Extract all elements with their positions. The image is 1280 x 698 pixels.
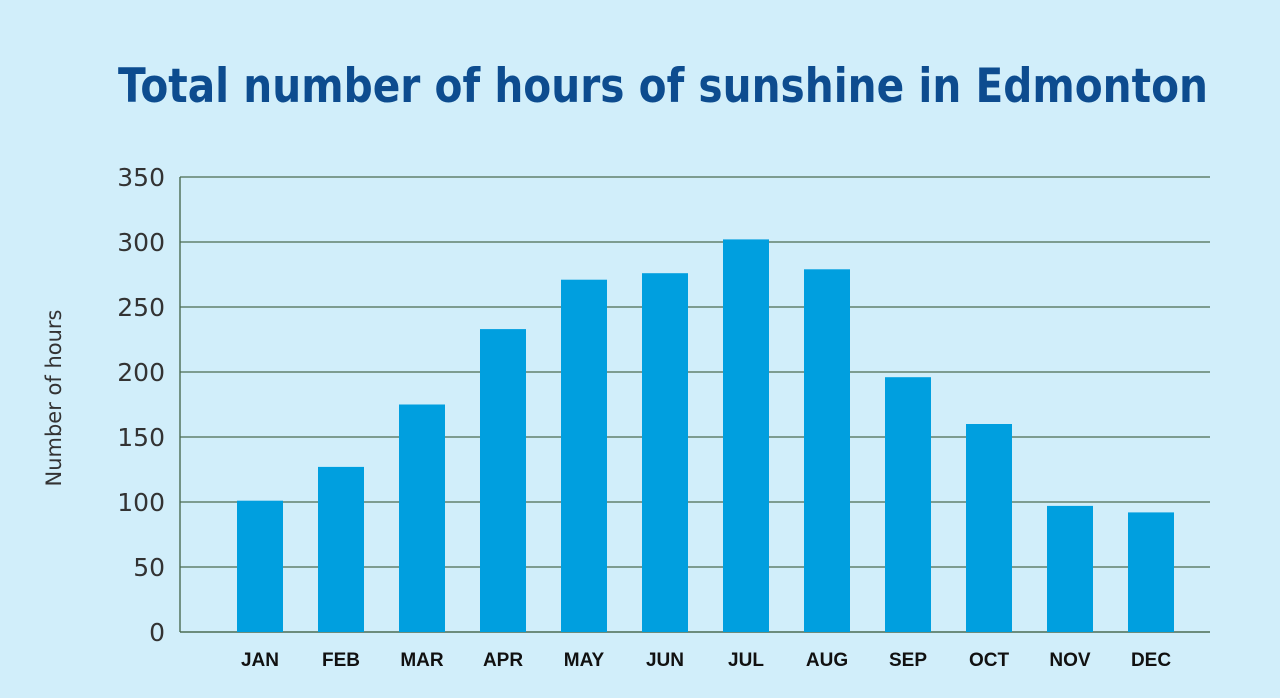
x-tick-label-feb: FEB (322, 650, 360, 671)
bar-jul (723, 239, 769, 632)
bar-aug (804, 269, 850, 632)
bars (237, 239, 1174, 632)
x-tick-label-dec: DEC (1131, 650, 1171, 671)
x-tick-label-aug: AUG (806, 650, 848, 671)
x-tick-label-apr: APR (483, 650, 523, 671)
y-tick-label: 100 (117, 488, 165, 517)
bar-mar (399, 404, 445, 632)
x-tick-label-jul: JUL (728, 650, 764, 671)
chart-title: Total number of hours of sunshine in Edm… (118, 59, 1208, 114)
y-axis-ticks: 0 50 100 150 200 250 300 350 (117, 163, 165, 647)
bar-may (561, 279, 607, 632)
y-tick-label: 200 (117, 358, 165, 387)
x-tick-label-nov: NOV (1049, 650, 1091, 671)
bar-jun (642, 273, 688, 632)
x-tick-label-jun: JUN (646, 650, 684, 671)
x-tick-label-oct: OCT (969, 650, 1010, 671)
x-tick-label-may: MAY (564, 650, 605, 671)
bar-oct (966, 424, 1012, 632)
x-tick-label-mar: MAR (400, 650, 444, 671)
y-tick-label: 50 (133, 553, 165, 582)
x-tick-label-sep: SEP (889, 650, 927, 671)
bar-jan (237, 500, 283, 632)
x-tick-label-jan: JAN (241, 650, 279, 671)
y-tick-label: 350 (117, 163, 165, 192)
y-tick-label: 150 (117, 423, 165, 452)
bar-apr (480, 329, 526, 632)
bar-feb (318, 466, 364, 632)
bar-dec (1128, 512, 1174, 632)
y-tick-label: 0 (149, 618, 165, 647)
bar-sep (885, 377, 931, 632)
bar-nov (1047, 505, 1093, 632)
y-tick-label: 250 (117, 293, 165, 322)
y-axis-label: Number of hours (42, 310, 66, 487)
y-tick-label: 300 (117, 228, 165, 257)
x-axis-ticks: JAN FEB MAR APR MAY JUN JUL AUG SEP OCT NOV DEC (241, 650, 1171, 671)
